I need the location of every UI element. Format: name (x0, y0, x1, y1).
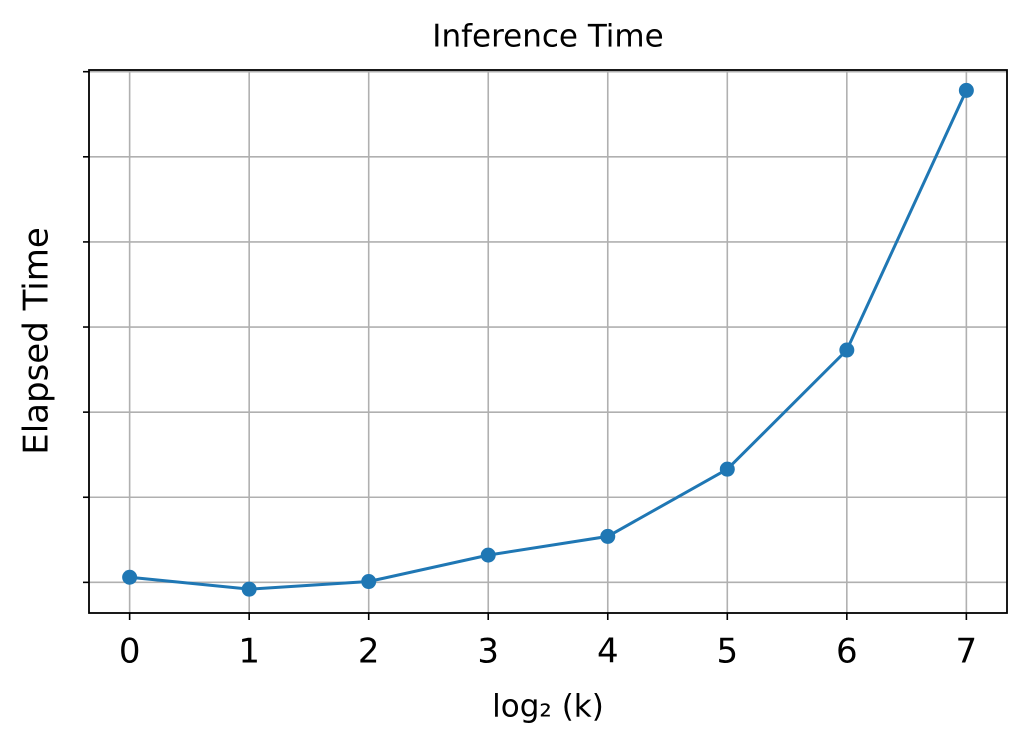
y-axis-label: Elapsed Time (17, 227, 57, 455)
x-tick-label: 2 (358, 632, 380, 672)
plot-frame (88, 69, 1008, 614)
marker (719, 461, 735, 477)
x-tick-label: 5 (716, 632, 738, 672)
line (129, 89, 968, 591)
marker (958, 82, 974, 98)
marker (122, 569, 138, 585)
x-tick-label: 3 (477, 632, 499, 672)
x-tick-label: 1 (238, 632, 260, 672)
marker (600, 528, 616, 544)
x-tick-label: 4 (597, 632, 619, 672)
marker (480, 547, 496, 563)
marker (839, 342, 855, 358)
x-tick-label: 7 (956, 632, 978, 672)
x-axis-label: log₂ (k) (492, 689, 604, 725)
marker (361, 574, 377, 590)
chart-title: Inference Time (432, 19, 663, 55)
x-tick-label: 0 (119, 632, 141, 672)
marker (241, 581, 257, 597)
x-tick-label: 6 (836, 632, 858, 672)
